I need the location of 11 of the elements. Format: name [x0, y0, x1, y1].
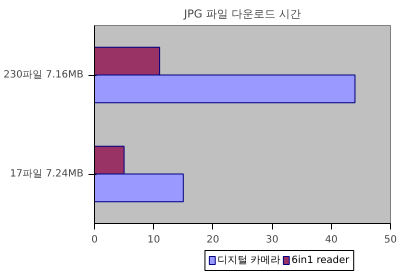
legend-label: 디지털 카메라: [217, 255, 281, 266]
y-tick-label: 230파일 7.16MB: [3, 70, 84, 80]
x-tick-label: 40: [324, 234, 338, 246]
y-tick-label: 17파일 7.24MB: [10, 168, 84, 180]
x-tick-label: 50: [384, 234, 397, 246]
x-tick-label: 0: [91, 234, 98, 246]
x-tick-label: 10: [147, 234, 160, 246]
x-tick-label: 20: [206, 234, 220, 246]
chart-title: JPG 파일 다운로드 시간: [183, 8, 301, 20]
x-tick-label: 30: [266, 234, 278, 246]
legend-label: 6in1 reader: [291, 255, 350, 266]
